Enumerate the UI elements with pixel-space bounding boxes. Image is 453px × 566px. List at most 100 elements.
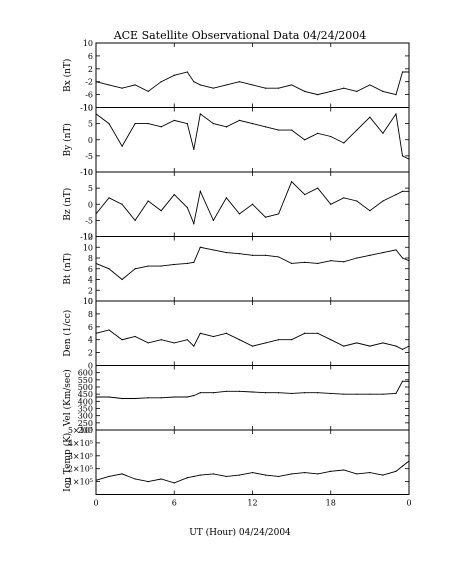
data-point <box>95 332 97 334</box>
data-point <box>147 397 149 399</box>
data-point <box>369 345 371 347</box>
y-tick-label: 4 <box>88 276 93 285</box>
data-point <box>382 200 384 202</box>
data-point <box>343 261 345 263</box>
data-point <box>343 142 345 144</box>
data-point <box>121 339 123 341</box>
data-point <box>330 90 332 92</box>
data-point <box>401 380 404 382</box>
data-point <box>401 190 404 192</box>
y-tick-label: -10 <box>80 233 93 242</box>
y-tick-label: 300 <box>78 412 93 421</box>
data-point <box>277 475 280 478</box>
data-point <box>277 256 280 258</box>
data-point <box>121 203 123 205</box>
data-point <box>238 253 241 255</box>
y-tick-label: 12 <box>83 233 93 242</box>
data-point <box>95 81 97 83</box>
data-point <box>173 74 175 76</box>
series-line <box>96 380 409 399</box>
series-line <box>95 180 409 226</box>
y-axis-label: Den (1/cc) <box>62 310 73 357</box>
data-point <box>251 123 254 125</box>
y-tick-label: 5×10⁵ <box>68 426 93 435</box>
data-point <box>356 200 358 202</box>
chart-panels: -10 -6 -2 2 6 10 Bx (nT) -10 -5 0 5 10 By (nT) -10 -5 0… <box>62 39 410 495</box>
data-point <box>225 332 228 334</box>
data-point <box>395 94 397 96</box>
y-tick-label: 10 <box>83 297 93 306</box>
data-point <box>277 339 280 341</box>
data-point <box>291 181 293 183</box>
data-point <box>317 94 319 96</box>
data-point <box>277 87 280 89</box>
data-point <box>408 71 410 73</box>
data-point <box>382 342 384 344</box>
data-point <box>382 132 384 134</box>
data-point <box>304 471 306 474</box>
data-point <box>160 397 162 399</box>
data-point <box>95 262 97 264</box>
data-point <box>408 158 410 160</box>
data-point <box>277 213 280 215</box>
data-point <box>186 123 188 125</box>
data-point <box>173 119 175 121</box>
data-point <box>356 129 358 131</box>
data-point <box>251 84 254 86</box>
data-point <box>330 260 332 262</box>
data-point <box>108 123 110 125</box>
data-point <box>212 473 214 475</box>
x-axis-ticks: 0 6 12 18 0 <box>93 499 411 508</box>
data-point <box>264 126 267 128</box>
data-point <box>186 206 188 209</box>
data-point <box>147 123 149 125</box>
y-tick-label: 6 <box>88 52 93 61</box>
data-point <box>199 84 201 86</box>
data-point <box>160 265 162 267</box>
panel-frame <box>95 42 410 108</box>
data-point <box>147 481 149 483</box>
y-tick-label: 4 <box>88 336 93 345</box>
data-point <box>343 87 345 89</box>
data-point <box>95 479 97 481</box>
data-point <box>212 219 214 221</box>
data-point <box>121 145 123 147</box>
panel-frame <box>95 236 410 302</box>
data-point <box>401 155 404 157</box>
y-tick-label: 10 <box>83 104 93 113</box>
series-line <box>95 112 410 160</box>
data-point <box>108 197 110 199</box>
y-tick-label: 10 <box>83 168 93 177</box>
panel-frame <box>95 300 410 366</box>
y-tick-label: 10 <box>83 39 93 48</box>
data-point <box>186 339 188 341</box>
data-point <box>264 87 267 89</box>
data-point <box>121 278 123 281</box>
data-point <box>225 84 228 86</box>
y-tick-label: 250 <box>78 419 93 428</box>
data-point <box>238 119 241 121</box>
y-tick-label: 8 <box>88 254 93 263</box>
data-point <box>395 345 397 347</box>
panel-frame <box>95 429 410 495</box>
y-tick-label: 6 <box>88 265 93 274</box>
data-point <box>225 475 228 478</box>
data-point <box>369 393 371 395</box>
data-point <box>401 465 404 467</box>
data-point <box>193 148 195 151</box>
data-point <box>343 345 345 347</box>
data-point <box>356 393 358 395</box>
x-tick-label: 12 <box>247 499 257 508</box>
y-tick-label: 1×10⁵ <box>68 478 93 487</box>
data-point <box>369 210 371 212</box>
y-tick-label: -10 <box>80 104 93 113</box>
y-tick-label: 2×10⁵ <box>68 465 93 474</box>
data-point <box>291 84 293 86</box>
data-point <box>160 478 162 480</box>
y-tick-label: 500 <box>78 383 93 392</box>
data-point <box>186 477 188 479</box>
data-point <box>225 390 228 392</box>
data-point <box>186 71 188 73</box>
y-tick-label: 8 <box>88 310 93 319</box>
